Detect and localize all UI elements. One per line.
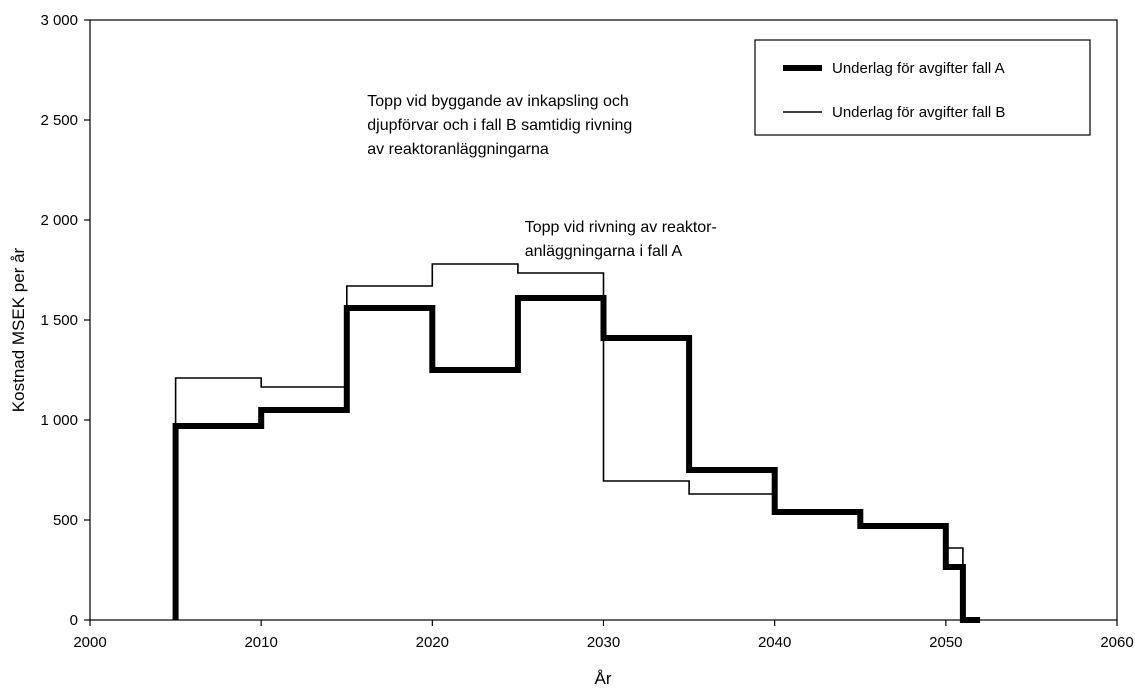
x-tick-label: 2040 xyxy=(758,634,791,651)
legend-label-fall-a: Underlag för avgifter fall A xyxy=(832,60,1005,77)
legend-label-fall-b: Underlag för avgifter fall B xyxy=(832,104,1005,121)
annotation: Topp vid byggande av inkapsling och djupf… xyxy=(367,93,632,158)
annotations-layer: Topp vid byggande av inkapsling och djupf… xyxy=(367,93,717,260)
x-axis-title: År xyxy=(595,669,612,688)
annotation: Topp vid rivning av reaktor-anläggningar… xyxy=(525,219,717,260)
x-tick-label: 2000 xyxy=(73,634,106,651)
axis-ticks: 0 500 1 000 1 500 2 000 2 500 3 000 2000 2010 202… xyxy=(40,12,1133,651)
y-tick-label: 2 500 xyxy=(40,112,78,129)
x-tick-label: 2010 xyxy=(244,634,277,651)
y-tick-label: 0 xyxy=(70,612,78,629)
y-tick-label: 500 xyxy=(53,512,78,529)
y-tick-label: 3 000 xyxy=(40,12,78,29)
y-axis-title: Kostnad MSEK per år xyxy=(9,247,28,412)
annotation-line: Topp vid rivning av reaktor- xyxy=(525,219,717,236)
y-tick-label: 1 500 xyxy=(40,312,78,329)
y-tick-label: 2 000 xyxy=(40,212,78,229)
x-tick-label: 2030 xyxy=(587,634,620,651)
annotation-line: anläggningarna i fall A xyxy=(525,243,683,260)
legend: Underlag för avgifter fall A Underlag fö… xyxy=(754,39,1091,136)
x-tick-label: 2020 xyxy=(416,634,449,651)
annotation-line: Topp vid byggande av inkapsling och xyxy=(367,93,629,110)
annotation-line: djupförvar och i fall B samtidig rivning xyxy=(367,117,632,134)
series-fall-b-line xyxy=(174,263,981,621)
annotation-line: av reaktoranläggningarna xyxy=(367,141,549,158)
y-tick-label: 1 000 xyxy=(40,412,78,429)
series-layer xyxy=(172,263,981,623)
series-fall-a-line xyxy=(172,295,981,623)
legend-box xyxy=(754,39,1091,136)
x-tick-label: 2060 xyxy=(1100,634,1133,651)
x-tick-label: 2050 xyxy=(929,634,962,651)
